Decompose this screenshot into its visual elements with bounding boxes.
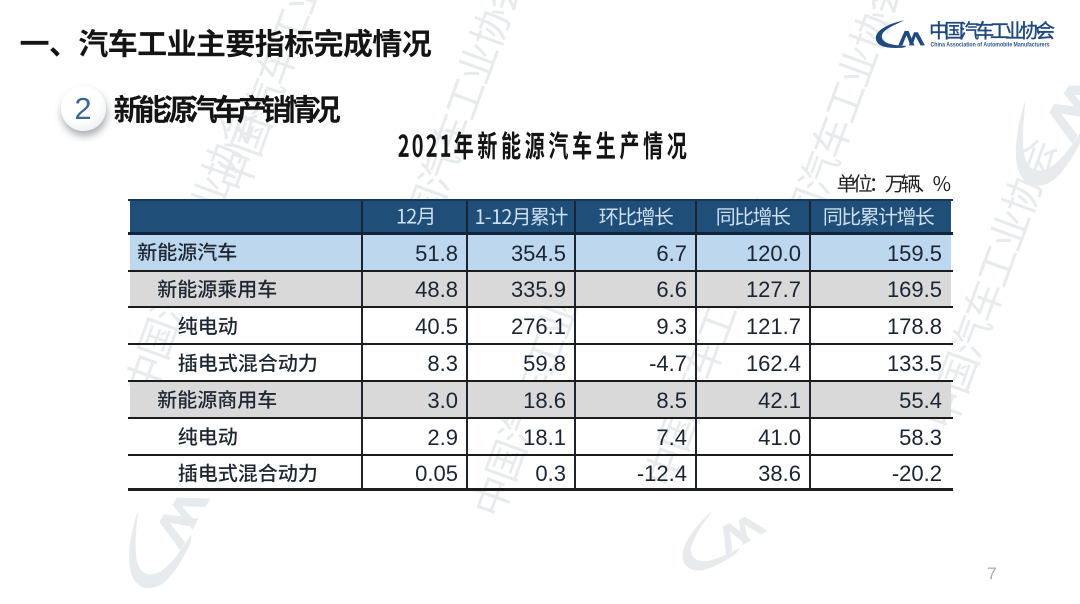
svg-text:China Association of Automobil: China Association of Automobile Manufact… bbox=[931, 42, 1051, 49]
